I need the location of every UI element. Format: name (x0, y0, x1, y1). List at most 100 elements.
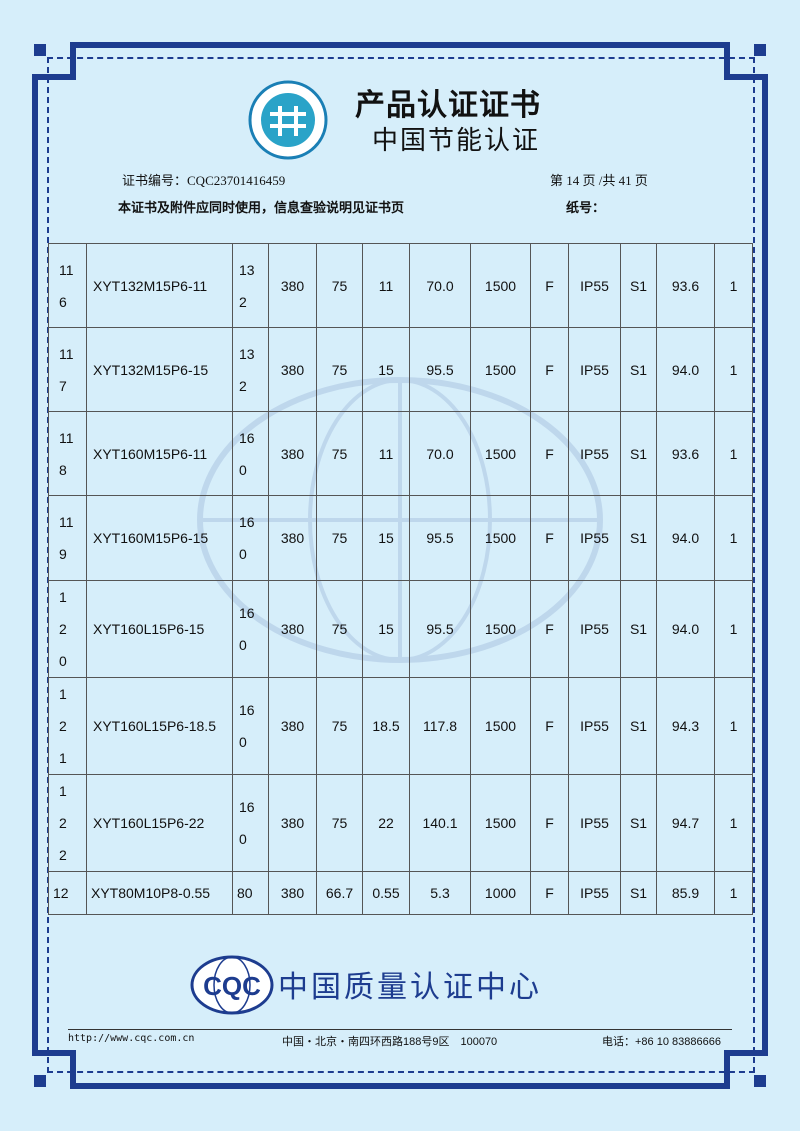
table-cell: S1 (620, 871, 657, 915)
frame-corner (724, 74, 768, 80)
table-cell: 118 (48, 411, 87, 496)
table-cell: 1500 (470, 677, 531, 775)
table-row: 122 XYT160L15P6-22 160 380 75 22 140.1 1500 F IP5… (48, 774, 753, 872)
table-cell: F (530, 677, 569, 775)
table-cell: 122 (48, 774, 87, 872)
frame-right (762, 80, 768, 1050)
website-link[interactable]: http://www.cqc.com.cn (68, 1033, 195, 1044)
table-cell: 119 (48, 495, 87, 581)
table-cell: 132 (232, 327, 269, 412)
corner-square (754, 1075, 766, 1087)
frame-top (70, 42, 730, 48)
table-cell: 116 (48, 243, 87, 328)
table-cell: F (530, 580, 569, 678)
table-row: 116 XYT132M15P6-11 132 380 75 11 70.0 1500 F IP55… (48, 243, 753, 328)
table-cell: 117.8 (409, 677, 471, 775)
frame-corner (70, 42, 76, 80)
table-cell: 75 (316, 411, 363, 496)
table-cell: 380 (268, 411, 317, 496)
svg-text:CQC: CQC (203, 971, 261, 1001)
table-cell: 95.5 (409, 327, 471, 412)
table-cell: S1 (620, 411, 657, 496)
frame-corner (32, 74, 76, 80)
frame-corner (32, 1050, 76, 1056)
table-cell: 380 (268, 327, 317, 412)
table-row: 12 XYT80M10P8-0.55 80 380 66.7 0.55 5.3 1000 F IP… (48, 871, 753, 915)
table-cell: 94.0 (656, 495, 715, 581)
table-cell: 94.0 (656, 327, 715, 412)
table-cell: XYT160M15P6-11 (86, 411, 233, 496)
table-cell: 15 (362, 327, 410, 412)
table-cell: 160 (232, 495, 269, 581)
frame-corner (724, 1050, 730, 1089)
table-cell: IP55 (568, 580, 621, 678)
cert-number: 证书编号：CQC23701416459 (122, 170, 285, 189)
table-cell: 380 (268, 871, 317, 915)
table-cell: 1500 (470, 495, 531, 581)
table-cell: 1500 (470, 774, 531, 872)
table-cell: IP55 (568, 774, 621, 872)
table-cell: XYT160M15P6-15 (86, 495, 233, 581)
table-cell: 117 (48, 327, 87, 412)
frame-corner (724, 42, 730, 80)
phone: 电话：+86 10 83886666 (602, 1036, 721, 1048)
table-cell: 1 (714, 580, 753, 678)
table-cell: 1 (714, 327, 753, 412)
corner-square (34, 44, 46, 56)
frame-left (32, 80, 38, 1050)
table-cell: 160 (232, 580, 269, 678)
notice-text: 本证书及附件应同时使用，信息查验说明见证书页 (118, 201, 405, 216)
address: 中国・北京・南四环西路188号9区 100070 (282, 1036, 498, 1048)
table-cell: 75 (316, 580, 363, 678)
corner-square (754, 44, 766, 56)
table-cell: 1500 (470, 243, 531, 328)
table-cell: 70.0 (409, 243, 471, 328)
table-cell: 380 (268, 243, 317, 328)
table-row: 119 XYT160M15P6-15 160 380 75 15 95.5 1500 F IP55… (48, 495, 753, 581)
table-row: 118 XYT160M15P6-11 160 380 75 11 70.0 1500 F IP55… (48, 411, 753, 496)
product-table: 116 XYT132M15P6-11 132 380 75 11 70.0 1500 F IP55… (48, 243, 753, 915)
org-name: 中国质量认证中心 (278, 970, 542, 1005)
table-cell: 160 (232, 774, 269, 872)
table-cell: 160 (232, 411, 269, 496)
cert-number-value: CQC23701416459 (187, 173, 286, 188)
table-cell: 11 (362, 243, 410, 328)
table-cell: 15 (362, 580, 410, 678)
table-cell: 380 (268, 774, 317, 872)
table-cell: 94.7 (656, 774, 715, 872)
table-cell: 93.6 (656, 243, 715, 328)
table-cell: 70.0 (409, 411, 471, 496)
table-cell: 140.1 (409, 774, 471, 872)
table-cell: 94.3 (656, 677, 715, 775)
table-cell: 15 (362, 495, 410, 581)
table-cell: 12 (48, 871, 87, 915)
table-cell: IP55 (568, 411, 621, 496)
table-cell: S1 (620, 580, 657, 678)
certificate-title: 产品认证证书 (355, 88, 541, 123)
paper-number-label: 纸号： (566, 201, 606, 216)
table-cell: 1500 (470, 411, 531, 496)
table-cell: 11 (362, 411, 410, 496)
table-cell: 75 (316, 677, 363, 775)
table-cell: F (530, 327, 569, 412)
table-cell: S1 (620, 327, 657, 412)
table-cell: 1 (714, 495, 753, 581)
table-cell: 94.0 (656, 580, 715, 678)
table-row: 120 XYT160L15P6-15 160 380 75 15 95.5 1500 F IP55… (48, 580, 753, 678)
table-cell: 1 (714, 871, 753, 915)
table-row: 117 XYT132M15P6-15 132 380 75 15 95.5 1500 F IP55… (48, 327, 753, 412)
table-cell: 75 (316, 495, 363, 581)
table-cell: 160 (232, 677, 269, 775)
table-cell: XYT160L15P6-18.5 (86, 677, 233, 775)
cert-number-label: 证书编号： (122, 173, 188, 188)
table-cell: IP55 (568, 871, 621, 915)
table-cell: S1 (620, 243, 657, 328)
table-cell: 1 (714, 774, 753, 872)
table-cell: 380 (268, 495, 317, 581)
table-cell: 95.5 (409, 580, 471, 678)
table-cell: XYT132M15P6-15 (86, 327, 233, 412)
table-cell: XYT160L15P6-15 (86, 580, 233, 678)
table-cell: F (530, 243, 569, 328)
table-cell: IP55 (568, 677, 621, 775)
table-cell: S1 (620, 677, 657, 775)
